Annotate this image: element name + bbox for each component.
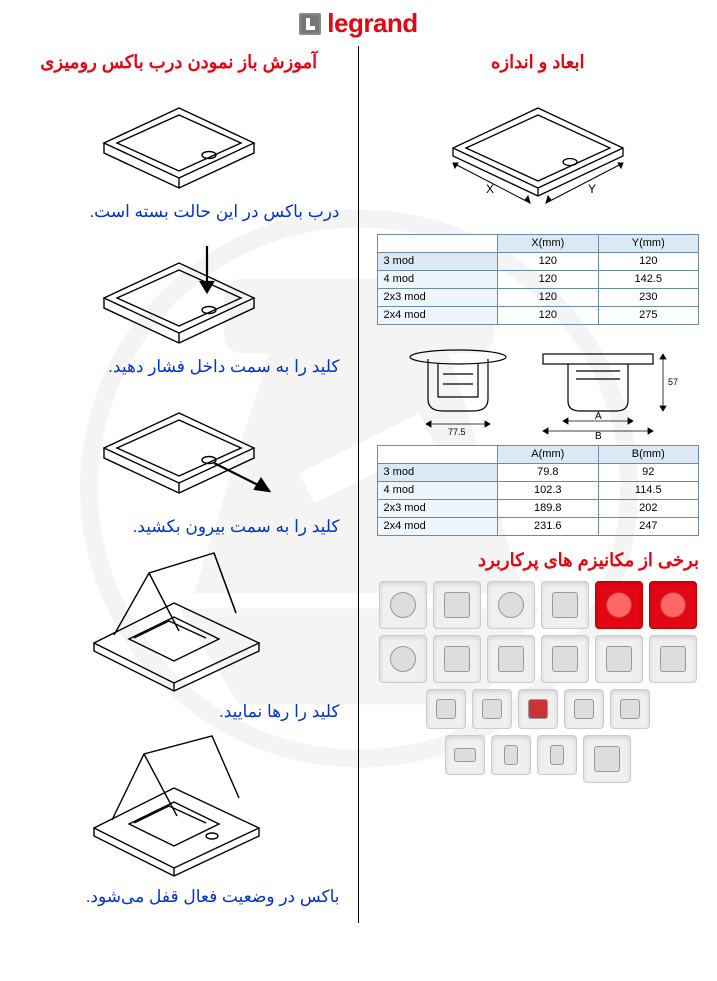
logo-text: legrand (327, 8, 417, 39)
y-label: Y (588, 182, 596, 196)
right-column: ابعاد و اندازه (359, 46, 717, 923)
t2-h0 (377, 445, 498, 463)
t2-r1c0: 4 mod (377, 481, 498, 499)
t1-r2c2: 230 (598, 288, 698, 306)
mechanism-item (595, 635, 643, 683)
step4-diagram (18, 543, 340, 698)
t1-r0c2: 120 (598, 252, 698, 270)
mechanism-item (649, 581, 697, 629)
mechanism-item (445, 735, 485, 775)
t1-h1: X(mm) (498, 234, 598, 252)
mechanism-item (487, 581, 535, 629)
t2-r2c2: 202 (598, 499, 698, 517)
mechanism-item (610, 689, 650, 729)
x-label: X (486, 182, 494, 196)
t2-r1c2: 114.5 (598, 481, 698, 499)
top-dimension-diagram: X Y (377, 83, 700, 228)
mechanism-item (491, 735, 531, 775)
t1-h2: Y(mm) (598, 234, 698, 252)
t1-r2c1: 120 (498, 288, 598, 306)
step5-diagram (18, 728, 340, 883)
mechanism-item (583, 735, 631, 783)
mechanism-item (379, 635, 427, 683)
t2-r3c1: 231.6 (498, 517, 598, 535)
mechanism-item (541, 581, 589, 629)
mechanism-item (379, 581, 427, 629)
mechanism-item (433, 635, 481, 683)
t2-r2c0: 2x3 mod (377, 499, 498, 517)
dimensions-table-1: X(mm) Y(mm) 3 mod120120 4 mod120142.5 2x… (377, 234, 700, 325)
left-title: آموزش باز نمودن درب باکس رومیزی (18, 52, 340, 73)
step5-text: باکس در وضعیت فعال قفل می‌شود. (18, 887, 340, 907)
t1-r1c0: 4 mod (377, 270, 498, 288)
t2-r0c2: 92 (598, 463, 698, 481)
step2-text: کلید را به سمت داخل فشار دهید. (18, 357, 340, 377)
t2-h2: B(mm) (598, 445, 698, 463)
mechanism-item (564, 689, 604, 729)
mechanism-item (518, 689, 558, 729)
step1-diagram (18, 83, 340, 198)
t2-r1c1: 102.3 (498, 481, 598, 499)
mechanism-item (472, 689, 512, 729)
t1-r3c2: 275 (598, 306, 698, 324)
dim-775: 77.5 (448, 427, 466, 437)
left-column: آموزش باز نمودن درب باکس رومیزی درب باکس… (0, 46, 359, 923)
step1-text: درب باکس در این حالت بسته است. (18, 202, 340, 222)
b-label: B (595, 431, 602, 439)
logo-row: legrand ® (0, 0, 717, 46)
t2-r0c1: 79.8 (498, 463, 598, 481)
mechanism-item (649, 635, 697, 683)
t2-h1: A(mm) (498, 445, 598, 463)
t1-h0 (377, 234, 498, 252)
t2-r0c0: 3 mod (377, 463, 498, 481)
t1-r3c0: 2x4 mod (377, 306, 498, 324)
step2-diagram (18, 228, 340, 353)
mechanism-item (595, 581, 643, 629)
mechanism-item (537, 735, 577, 775)
t1-r1c1: 120 (498, 270, 598, 288)
step3-text: کلید را به سمت بیرون بکشید. (18, 517, 340, 537)
t2-r3c0: 2x4 mod (377, 517, 498, 535)
mechanisms-title: برخی از مکانیزم های پرکاربرد (377, 550, 700, 571)
t1-r0c1: 120 (498, 252, 598, 270)
t1-r1c2: 142.5 (598, 270, 698, 288)
side-dimension-diagrams: 77.5 (377, 339, 700, 439)
step4-text: کلید را رها نمایید. (18, 702, 340, 722)
step3-diagram (18, 383, 340, 513)
dimensions-table-2: A(mm) B(mm) 3 mod79.892 4 mod102.3114.5 … (377, 445, 700, 536)
mechanism-item (487, 635, 535, 683)
t1-r3c1: 120 (498, 306, 598, 324)
mechanism-item (433, 581, 481, 629)
dimensions-title: ابعاد و اندازه (377, 52, 700, 73)
mechanism-item (426, 689, 466, 729)
dim-57: 57 (668, 377, 678, 387)
t1-r2c0: 2x3 mod (377, 288, 498, 306)
mechanisms-grid (377, 581, 700, 783)
a-label: A (595, 411, 602, 422)
logo-icon (299, 13, 321, 35)
t2-r3c2: 247 (598, 517, 698, 535)
mechanism-item (541, 635, 589, 683)
t2-r2c1: 189.8 (498, 499, 598, 517)
t1-r0c0: 3 mod (377, 252, 498, 270)
